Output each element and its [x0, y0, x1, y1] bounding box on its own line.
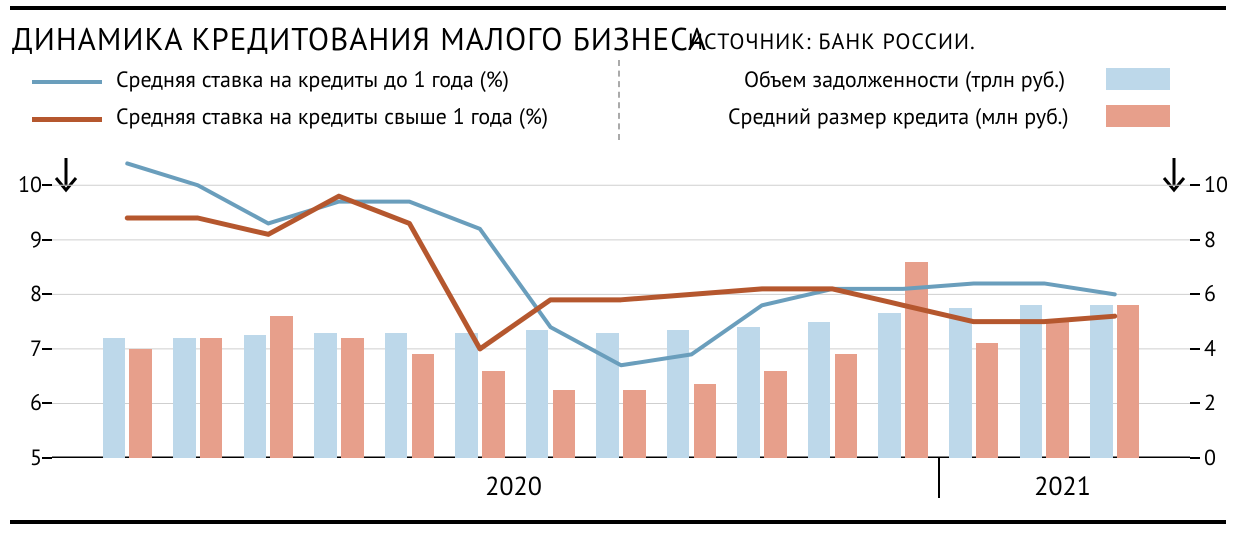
lines-overlay	[52, 158, 1190, 458]
right-tick-mark	[1190, 457, 1200, 459]
header-rule	[10, 6, 1226, 10]
line-long-term-rate	[127, 196, 1114, 349]
right-tick-label: 6	[1204, 280, 1216, 308]
left-tick-mark	[42, 184, 52, 186]
right-tick-mark	[1190, 239, 1200, 241]
left-tick-label: 6	[10, 389, 42, 417]
footer-rule	[10, 520, 1226, 524]
legend-bar-size-swatch	[1106, 105, 1170, 127]
left-tick-label: 5	[10, 444, 42, 472]
year-label-left: 2020	[485, 470, 542, 503]
left-tick-label: 8	[10, 280, 42, 308]
year-label-right: 2021	[1034, 470, 1091, 503]
right-tick-label: 10	[1204, 171, 1228, 199]
left-tick-mark	[42, 293, 52, 295]
right-tick-mark	[1190, 184, 1200, 186]
year-divider	[938, 458, 940, 498]
legend-bar-debt-swatch	[1106, 68, 1170, 90]
legend-divider	[618, 60, 620, 140]
right-tick-label: 0	[1204, 444, 1216, 472]
left-tick-mark	[42, 348, 52, 350]
right-tick-mark	[1190, 293, 1200, 295]
right-tick-label: 8	[1204, 226, 1216, 254]
left-tick-mark	[42, 239, 52, 241]
left-tick-label: 7	[10, 335, 42, 363]
plot-area	[52, 158, 1190, 458]
left-tick-label: 10	[10, 171, 42, 199]
right-tick-label: 2	[1204, 389, 1216, 417]
chart-source: ИСТОЧНИК: БАНК РОССИИ.	[688, 28, 976, 56]
left-tick-mark	[42, 457, 52, 459]
legend-line-short-swatch	[32, 80, 102, 84]
right-tick-mark	[1190, 348, 1200, 350]
right-tick-mark	[1190, 402, 1200, 404]
chart-title: ДИНАМИКА КРЕДИТОВАНИЯ МАЛОГО БИЗНЕСА	[12, 18, 707, 59]
legend-line-long-swatch	[32, 117, 102, 122]
line-short-term-rate	[127, 163, 1114, 365]
legend-bar-debt-label: Объем задолженности (трлн руб.)	[744, 66, 1065, 94]
left-tick-label: 9	[10, 226, 42, 254]
legend-line-long-label: Средняя ставка на кредиты свыше 1 года (…	[116, 103, 548, 131]
legend-line-short-label: Средняя ставка на кредиты до 1 года (%)	[116, 66, 509, 94]
left-tick-mark	[42, 402, 52, 404]
right-tick-label: 4	[1204, 335, 1216, 363]
legend-bar-size-label: Средний размер кредита (млн руб.)	[728, 103, 1069, 131]
